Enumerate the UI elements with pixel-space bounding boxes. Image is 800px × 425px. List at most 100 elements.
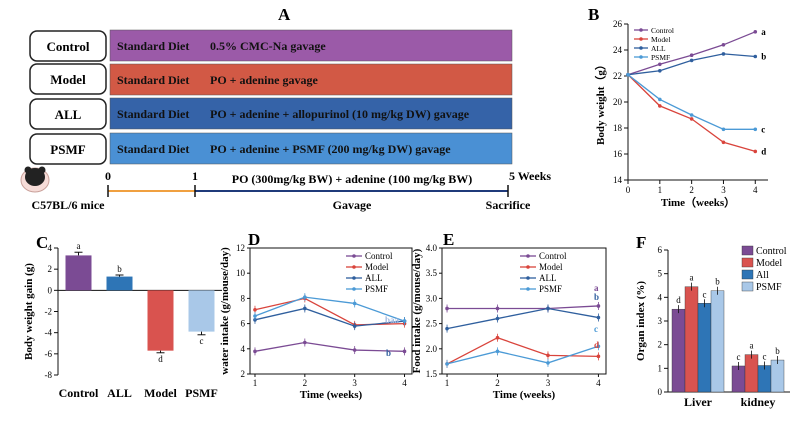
series-line-control: [254, 341, 405, 352]
y-tick-label: 16: [613, 149, 623, 159]
significance-letter: b: [761, 52, 766, 62]
series-line-model: [254, 297, 405, 326]
panel-letter-f: F: [636, 233, 646, 252]
y-tick-label: 2.0: [426, 344, 438, 354]
x-tick-label: 0: [626, 185, 631, 195]
legend-label: Control: [365, 251, 393, 261]
treat-label-all: PO + adenine + allopurinol (10 mg/kg DW)…: [210, 107, 470, 121]
group-box-psmf: [29, 133, 107, 165]
y-tick-label: 18: [613, 123, 623, 133]
significance-letter: c: [200, 336, 204, 346]
data-point-all: [495, 316, 500, 321]
x-tick-label: 1: [253, 378, 258, 388]
y-tick-label: 3: [658, 316, 663, 326]
y-tick-label: -4: [45, 328, 53, 338]
series-line-model: [627, 74, 756, 153]
legend-marker: [352, 276, 356, 280]
x-tick-label: 3: [352, 378, 357, 388]
significance-letter: b: [386, 348, 391, 358]
diet-label-control: Standard Diet: [117, 39, 189, 53]
series-line-all: [254, 307, 405, 327]
legend-label: All: [756, 270, 769, 281]
treatment-bar-control: [109, 29, 513, 62]
data-point-psmf: [352, 301, 357, 306]
category-label: Liver: [684, 395, 713, 409]
data-point-all: [596, 315, 601, 320]
data-point-model: [721, 140, 726, 145]
y-axis-label: Body weight gain (g): [23, 263, 35, 360]
legend-label: ALL: [651, 44, 666, 53]
y-tick-label: 2: [48, 264, 53, 274]
category-label: Control: [59, 386, 99, 400]
significance-letter: c: [703, 289, 707, 299]
significance-letter: a: [594, 283, 599, 293]
y-tick-label: 4: [241, 344, 246, 354]
y-tick-label: 24: [613, 45, 623, 55]
y-tick-label: 12: [236, 243, 245, 253]
data-point-all: [303, 306, 307, 311]
plot-frame: [249, 247, 413, 375]
group-box-all: [29, 98, 107, 130]
y-tick-label: 1.5: [426, 369, 438, 379]
x-tick-label: 3: [721, 185, 726, 195]
timeline-t1: 1: [192, 169, 198, 183]
data-point-model: [495, 335, 500, 340]
timeline-top-label: PO (300mg/kg BW) + adenine (100 mg/kg BW…: [232, 172, 473, 186]
data-point-control: [495, 306, 500, 311]
bar-psmf-kidney: [770, 359, 785, 393]
data-point-control: [721, 43, 726, 47]
significance-letter: c: [737, 352, 741, 362]
mice-label: C57BL/6 mice: [32, 198, 106, 212]
y-tick-label: 6: [658, 245, 663, 255]
data-point-psmf: [596, 344, 601, 349]
bar-psmf-liver: [710, 290, 725, 393]
y-tick-label: 0: [658, 387, 663, 397]
data-point-model: [546, 353, 550, 358]
significance-letter: d: [158, 354, 163, 364]
y-axis-label: water intake (g/mouse/day): [219, 247, 231, 375]
data-point-model: [689, 117, 694, 121]
y-tick-label: 14: [613, 175, 623, 185]
data-point-psmf: [546, 361, 550, 365]
category-label: ALL: [107, 386, 132, 400]
legend-marker: [639, 37, 643, 41]
legend-marker: [526, 254, 530, 258]
significance-letter: baa: [385, 315, 400, 325]
y-tick-label: 2: [241, 369, 246, 379]
data-point-psmf: [253, 314, 257, 318]
legend-label: Control: [539, 251, 567, 261]
x-tick-label: 1: [658, 185, 663, 195]
legend-marker: [352, 287, 356, 291]
y-tick-label: 0: [48, 285, 53, 295]
bar-all: [106, 276, 133, 291]
legend-swatch: [741, 281, 754, 292]
series-line-control: [627, 31, 756, 76]
y-tick-label: 10: [236, 268, 246, 278]
chart-e: 1.5 2.0 2.5 3.0 3.5 4.0 1 2 3 4 Time (weeks) Food i…: [411, 243, 607, 401]
data-point-control: [445, 306, 449, 311]
group-box-control: [29, 30, 107, 62]
bar-control-liver: [671, 308, 686, 393]
data-point-all: [689, 58, 694, 63]
significance-letter: c: [594, 324, 598, 334]
bar-model: [147, 290, 174, 351]
diet-label-all: Standard Diet: [117, 107, 189, 121]
treatment-bar-psmf: [109, 132, 513, 165]
panel-letter-d: D: [248, 230, 260, 249]
legend-marker: [639, 55, 643, 59]
y-tick-label: 3.5: [426, 268, 438, 278]
y-tick-label: 5: [658, 269, 663, 279]
legend-label: Control: [756, 246, 787, 257]
y-tick-label: 4: [48, 243, 53, 253]
group-box-model: [29, 63, 107, 95]
data-point-all: [753, 54, 758, 59]
legend-marker: [526, 276, 530, 280]
significance-letter: d: [594, 340, 599, 350]
y-tick-label: 1: [658, 363, 663, 373]
data-point-psmf: [303, 295, 307, 299]
legend-label: PSMF: [539, 284, 562, 294]
legend-label: Model: [365, 262, 389, 272]
data-point-control: [303, 340, 307, 345]
significance-letter: d: [761, 146, 766, 156]
diet-label-model: Standard Diet: [117, 73, 189, 87]
